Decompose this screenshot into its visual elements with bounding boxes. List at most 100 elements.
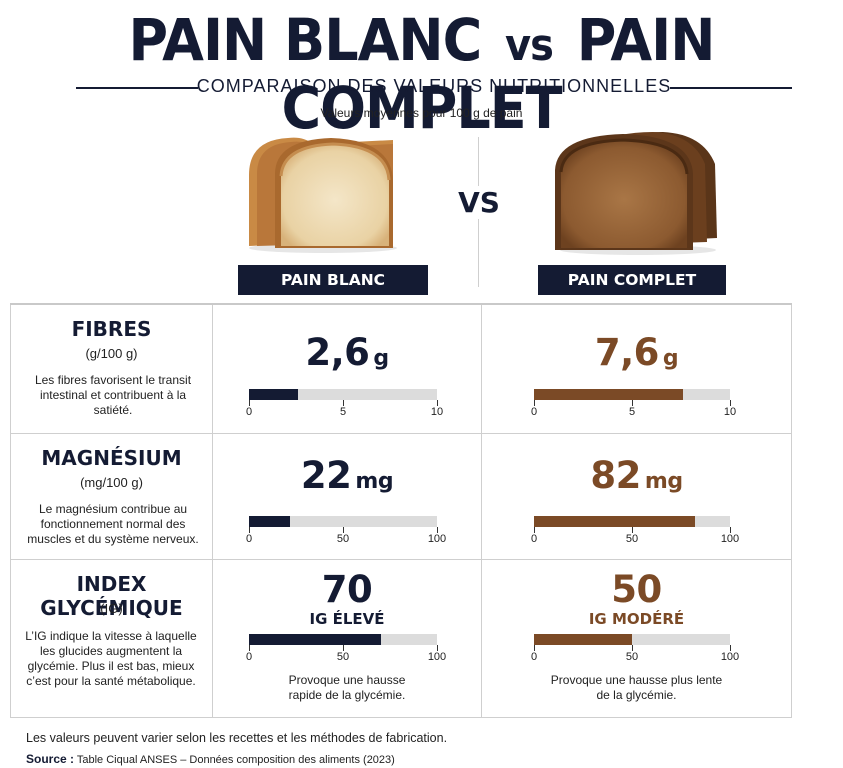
progress-fill — [534, 516, 695, 527]
page-title: PAIN BLANC vs PAIN COMPLET — [0, 6, 843, 142]
progress-bar: 0 50 100 — [246, 516, 446, 545]
whole-wheat-bread-illustration — [553, 124, 723, 256]
scale-tick — [437, 645, 438, 651]
subtitle-row: COMPARAISON DES VALEURS NUTRITIONNELLES — [76, 76, 792, 100]
ig-tag: IG MODÉRÉ — [588, 610, 685, 628]
scale-tick — [437, 527, 438, 533]
progress-bar: 0 50 100 — [246, 634, 446, 663]
white-glycemic-cell: 70 IG ÉLEVÉ 0 50 100 Provoque une hausse r… — [213, 560, 482, 718]
value: 82 mg — [482, 454, 791, 497]
scale-tick-label: 0 — [530, 651, 538, 663]
scale-tick — [249, 527, 250, 533]
value-number: 22 — [300, 454, 352, 497]
scale-tick — [534, 400, 535, 406]
value-unit: mg — [355, 469, 394, 494]
divider-right — [670, 87, 792, 89]
value-number: 70 — [321, 568, 373, 611]
scale-tick-label: 100 — [427, 651, 447, 663]
brown-glycemic-cell: 50 IG MODÉRÉ 0 50 100 Provoque une hausse … — [482, 560, 792, 718]
scale-tick-label: 100 — [720, 651, 740, 663]
progress-fill — [249, 516, 291, 527]
whole-wheat-bread-badge: PAIN COMPLET — [538, 265, 726, 295]
ig-tag: IG ÉLEVÉ — [309, 610, 385, 628]
scale-tick — [343, 527, 344, 533]
title-left: PAIN BLANC — [128, 6, 483, 75]
white-fibres-cell: 2,6 g 0 5 10 — [213, 305, 482, 434]
scale-tick-label: 0 — [530, 406, 538, 418]
progress-fill — [249, 634, 381, 645]
source-line: Source : Table Ciqual ANSES – Données co… — [26, 752, 395, 766]
scale-tick-label: 5 — [628, 406, 636, 418]
scale-tick-label: 0 — [245, 406, 253, 418]
row-description: Le magnésium contribue au fonctionnement… — [27, 502, 199, 546]
row-label-glycemic-index: INDEX GLYCÉMIQUE (IG) L’IG indique la vi… — [10, 560, 213, 718]
progress-bar: 0 5 10 — [246, 389, 443, 418]
value: 7,6 g — [482, 331, 791, 374]
title-vs: vs — [505, 21, 554, 71]
white-magnesium-cell: 22 mg 0 50 100 — [213, 434, 482, 560]
white-bread-illustration — [243, 130, 403, 254]
row-label-magnesium: MAGNÉSIUM (mg/100 g) Le magnésium contri… — [10, 434, 213, 560]
scale-tick — [534, 645, 535, 651]
scale-tick — [730, 400, 731, 406]
scale-tick-label: 0 — [245, 651, 253, 663]
value: 22 mg — [213, 454, 481, 497]
value-unit: g — [662, 346, 679, 371]
per-100g-note: Valeurs moyennes pour 100 g de pain — [320, 106, 523, 120]
scale-tick-label: 50 — [336, 533, 350, 545]
comparison-table: FIBRES (g/100 g) Les fibres favorisent l… — [10, 303, 792, 718]
white-bread-badge: PAIN BLANC — [238, 265, 428, 295]
progress-fill — [534, 634, 632, 645]
source-label: Source : — [26, 752, 75, 766]
scale-tick-label: 0 — [530, 533, 538, 545]
scale-tick-label: 50 — [336, 651, 350, 663]
progress-bar: 0 50 100 — [531, 634, 739, 663]
row-unit: (g/100 g) — [85, 346, 138, 361]
scale-tick — [249, 400, 250, 406]
divider-left — [76, 87, 198, 89]
scale-tick — [632, 527, 633, 533]
row-title: INDEX GLYCÉMIQUE — [40, 572, 183, 620]
source-text: Table Ciqual ANSES – Données composition… — [76, 754, 395, 766]
row-label-fibres: FIBRES (g/100 g) Les fibres favorisent l… — [10, 305, 213, 434]
subtitle: COMPARAISON DES VALEURS NUTRITIONNELLES — [196, 76, 672, 96]
scale-tick-label: 50 — [625, 651, 639, 663]
value-number: 82 — [590, 454, 641, 497]
scale-tick — [632, 400, 633, 406]
scale-tick — [632, 645, 633, 651]
scale-tick — [437, 400, 438, 406]
value-number: 50 — [611, 568, 662, 611]
brown-fibres-cell: 7,6 g 0 5 10 — [482, 305, 792, 434]
scale-tick-label: 100 — [427, 533, 447, 545]
scale-tick-label: 100 — [720, 533, 740, 545]
scale-tick — [730, 527, 731, 533]
row-unit: (IG) — [100, 601, 123, 616]
progress-fill — [249, 389, 298, 400]
scale-tick — [730, 645, 731, 651]
title-right: PAIN COMPLET — [281, 6, 716, 143]
row-description: Les fibres favorisent le transit intesti… — [34, 373, 192, 417]
progress-bar: 0 5 10 — [531, 389, 736, 418]
scale-tick-label: 5 — [339, 406, 347, 418]
row-title: MAGNÉSIUM — [41, 446, 182, 470]
effect-text: Provoque une hausse plus lente de la gly… — [550, 673, 723, 702]
scale-tick-label: 10 — [723, 406, 737, 418]
effect-text: Provoque une hausse rapide de la glycémi… — [288, 673, 406, 702]
row-unit: (mg/100 g) — [80, 475, 143, 490]
scale-tick — [249, 645, 250, 651]
scale-tick — [534, 527, 535, 533]
progress-fill — [534, 389, 683, 400]
brown-magnesium-cell: 82 mg 0 50 100 — [482, 434, 792, 560]
value-unit: g — [373, 346, 389, 371]
scale-tick-label: 0 — [245, 533, 253, 545]
row-title: FIBRES — [71, 317, 152, 341]
value-unit: mg — [644, 469, 683, 494]
scale-tick — [343, 400, 344, 406]
value-number: 2,6 — [305, 331, 370, 374]
scale-tick-label: 50 — [625, 533, 639, 545]
scale-tick — [343, 645, 344, 651]
value: 2,6 g — [213, 331, 481, 374]
progress-bar: 0 50 100 — [531, 516, 739, 545]
vs-label: VS — [452, 186, 506, 219]
disclaimer: Les valeurs peuvent varier selon les rec… — [26, 731, 448, 745]
